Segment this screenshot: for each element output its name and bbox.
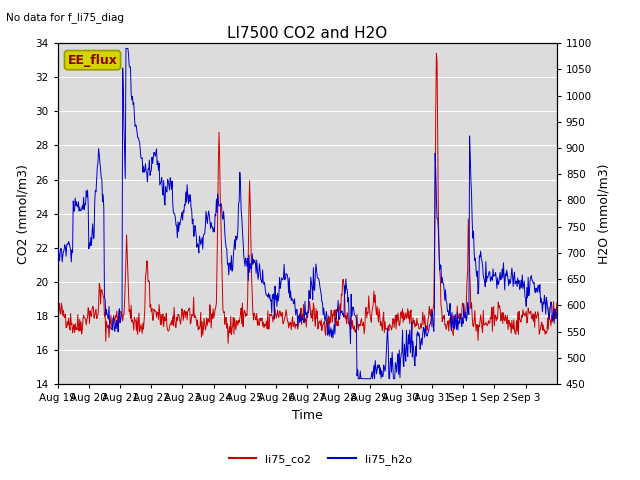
Title: LI7500 CO2 and H2O: LI7500 CO2 and H2O — [227, 25, 387, 41]
Legend: li75_co2, li75_h2o: li75_co2, li75_h2o — [224, 450, 416, 469]
Text: EE_flux: EE_flux — [68, 54, 118, 67]
Y-axis label: CO2 (mmol/m3): CO2 (mmol/m3) — [17, 164, 30, 264]
X-axis label: Time: Time — [292, 408, 323, 421]
Text: No data for f_li75_diag: No data for f_li75_diag — [6, 12, 124, 23]
Y-axis label: H2O (mmol/m3): H2O (mmol/m3) — [598, 163, 611, 264]
